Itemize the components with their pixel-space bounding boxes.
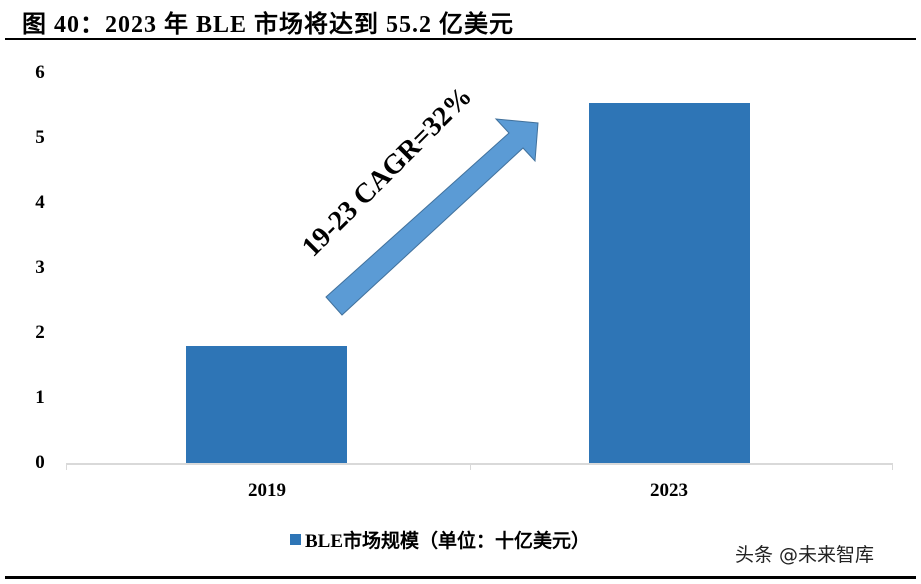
x-tick-mark: [470, 463, 471, 470]
watermark: 头条 @未来智库: [735, 544, 875, 566]
x-tick-label: 2019: [248, 480, 286, 501]
bottom-rule: [5, 576, 916, 579]
y-tick-label: 6: [35, 62, 45, 83]
x-tick-mark: [892, 463, 893, 470]
bar-2019: [186, 346, 347, 463]
y-tick-label: 4: [35, 192, 45, 213]
y-tick-label: 2: [35, 322, 45, 343]
y-tick-label: 5: [35, 127, 45, 148]
top-rule: [5, 38, 916, 40]
arrow-up-right-icon: [325, 118, 539, 316]
legend: BLE市场规模（单位：十亿美元）: [290, 526, 590, 553]
cagr-label: 19-23 CAGR=32%: [296, 81, 478, 263]
x-axis-line: [66, 463, 893, 465]
x-tick-mark: [66, 463, 67, 470]
y-tick-label: 1: [35, 387, 45, 408]
y-tick-label: 0: [35, 452, 45, 473]
figure-title: 图 40：2023 年 BLE 市场将达到 55.2 亿美元: [22, 12, 515, 38]
legend-swatch: [290, 534, 301, 545]
y-tick-label: 3: [35, 257, 45, 278]
legend-label: BLE市场规模（单位：十亿美元）: [305, 531, 591, 552]
x-tick-label: 2023: [650, 480, 688, 501]
bar-2023: [589, 103, 750, 463]
